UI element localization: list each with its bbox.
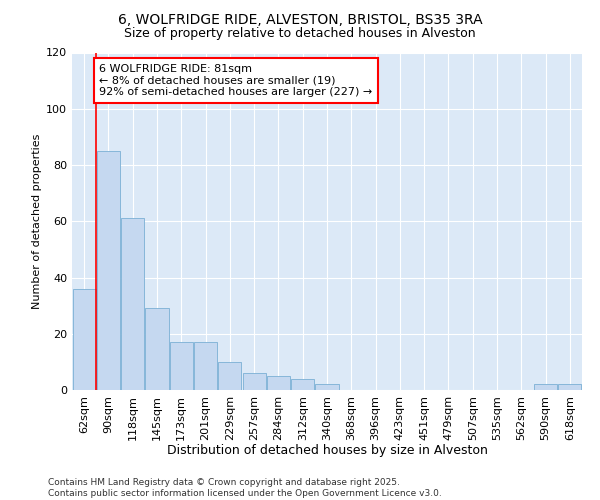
- Bar: [316, 384, 338, 390]
- Bar: [267, 376, 290, 390]
- Bar: [170, 342, 193, 390]
- Bar: [534, 384, 557, 390]
- Bar: [121, 218, 144, 390]
- Bar: [73, 289, 95, 390]
- Text: Contains HM Land Registry data © Crown copyright and database right 2025.
Contai: Contains HM Land Registry data © Crown c…: [48, 478, 442, 498]
- Bar: [97, 151, 120, 390]
- Bar: [218, 362, 241, 390]
- Bar: [559, 384, 581, 390]
- Y-axis label: Number of detached properties: Number of detached properties: [32, 134, 42, 309]
- Text: 6 WOLFRIDGE RIDE: 81sqm
← 8% of detached houses are smaller (19)
92% of semi-det: 6 WOLFRIDGE RIDE: 81sqm ← 8% of detached…: [99, 64, 373, 97]
- X-axis label: Distribution of detached houses by size in Alveston: Distribution of detached houses by size …: [167, 444, 487, 457]
- Text: Size of property relative to detached houses in Alveston: Size of property relative to detached ho…: [124, 28, 476, 40]
- Bar: [291, 379, 314, 390]
- Text: 6, WOLFRIDGE RIDE, ALVESTON, BRISTOL, BS35 3RA: 6, WOLFRIDGE RIDE, ALVESTON, BRISTOL, BS…: [118, 12, 482, 26]
- Bar: [145, 308, 169, 390]
- Bar: [194, 342, 217, 390]
- Bar: [242, 373, 266, 390]
